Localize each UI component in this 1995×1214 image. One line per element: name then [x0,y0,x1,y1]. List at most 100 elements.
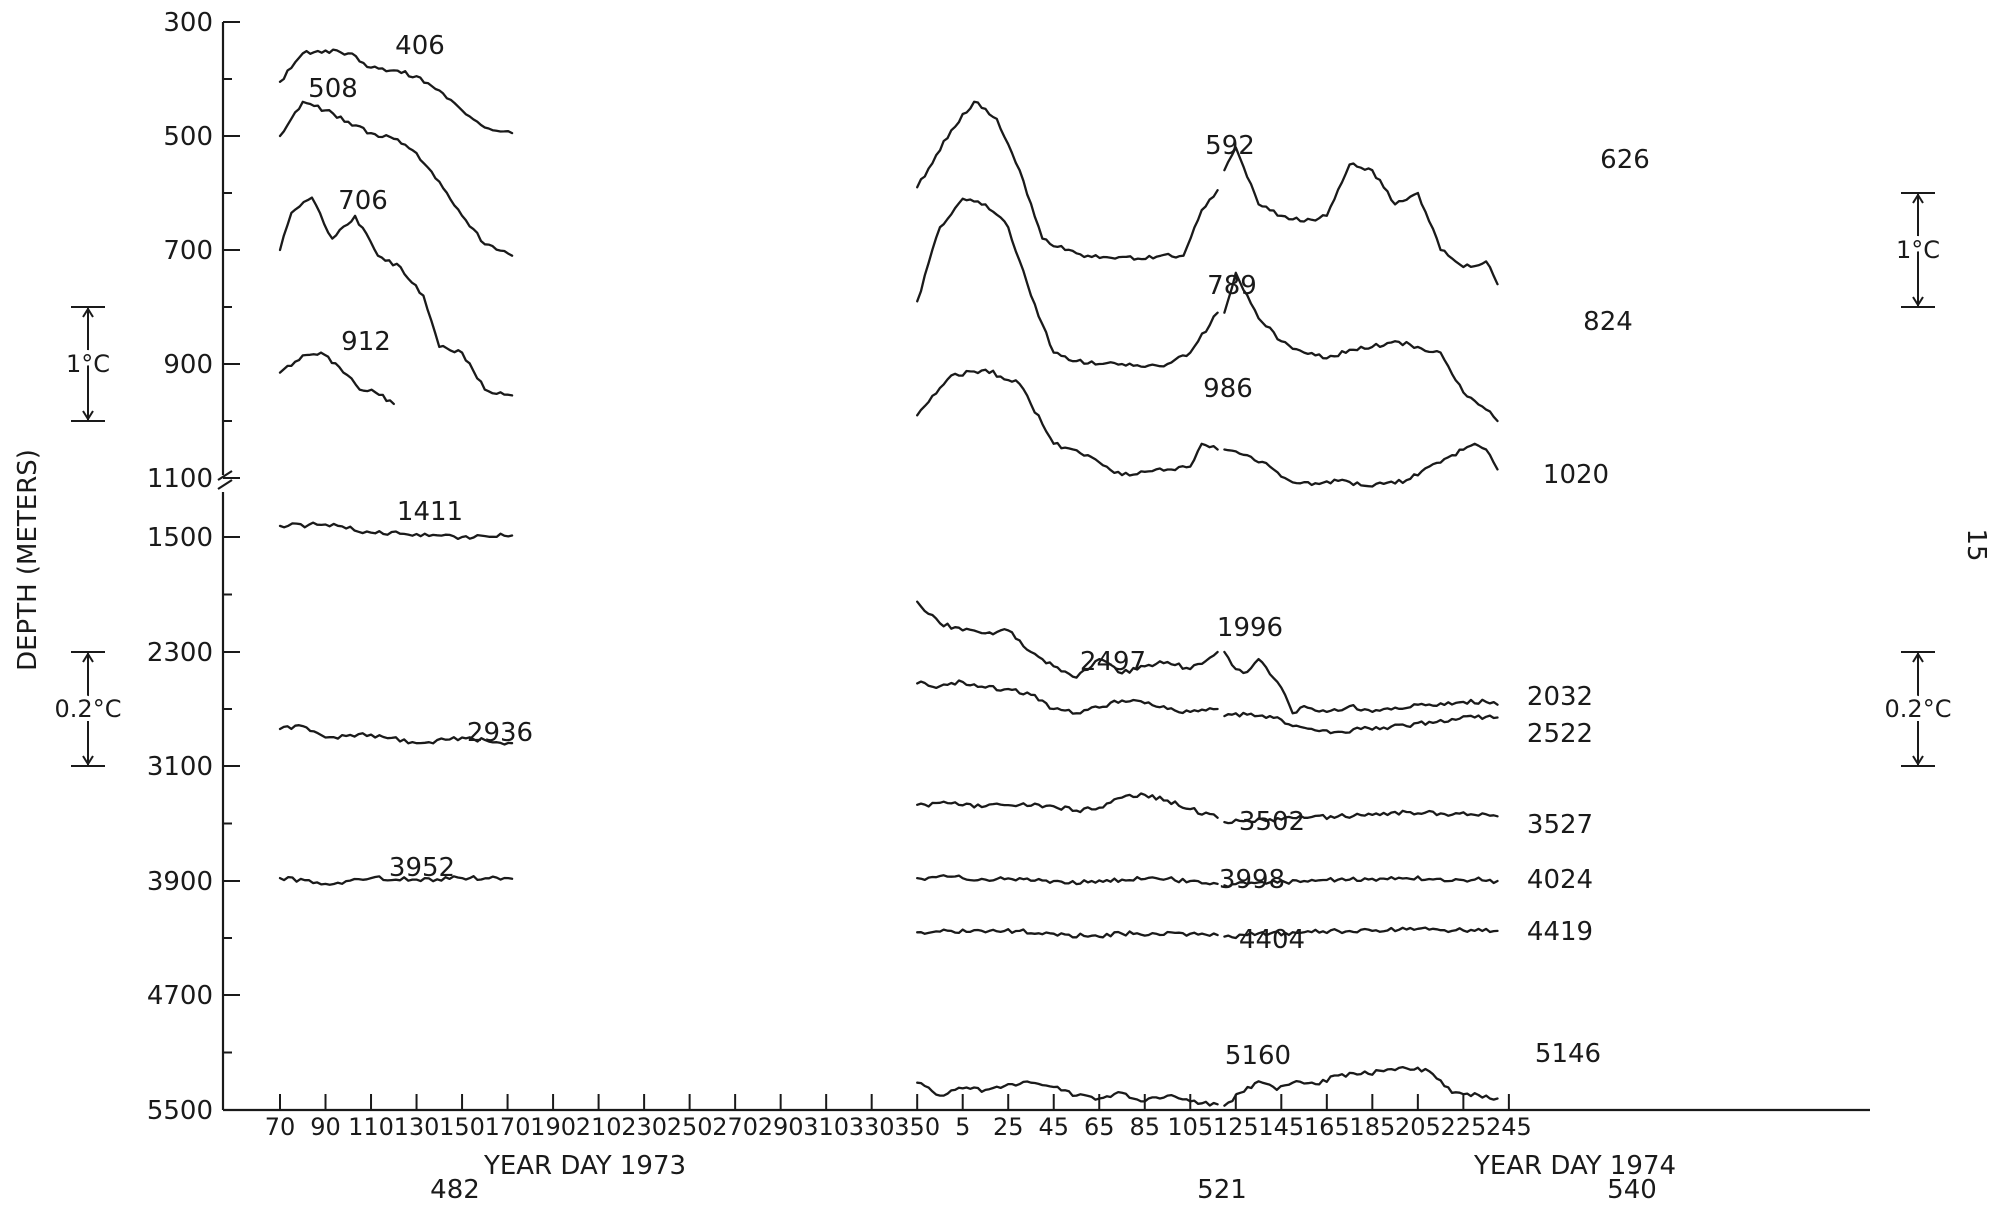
series-label-2497: 2497 [1080,647,1146,677]
x-tick-label: 105 [1167,1113,1213,1141]
series-label-508: 508 [308,74,358,104]
mooring-label-482: 482 [430,1175,480,1205]
scale-bar-label: 1°C [1896,236,1940,264]
series-traces: 406 508 706 912 1411 2936 3952 592 789 986 1996 249… [278,31,1650,1107]
series-label-4404: 4404 [1239,925,1305,955]
x-tick-label: 270 [712,1113,758,1141]
x-axis-ticks: 70 90 110 130 150 170 190 210 230 250 270 290 310 330… [265,1094,1532,1141]
y-axis-title: DEPTH (METERS) [13,449,43,671]
y-tick-label: 700 [163,236,213,266]
series-label-406: 406 [395,31,445,61]
axis-break-mark [217,470,233,490]
series-line-1996 [916,600,1219,679]
series-line-986 [916,368,1219,477]
y-tick-label: 5500 [147,1096,213,1126]
mooring-label-540: 540 [1607,1175,1657,1205]
series-label-912: 912 [341,327,391,357]
series-label-592: 592 [1205,131,1255,161]
y-tick-label: 4700 [147,981,213,1011]
series-line-789 [916,197,1219,369]
page-number: 15 [1961,528,1991,561]
scale-bar-label: 0.2°C [1885,695,1952,723]
series-line-3952 [278,875,514,886]
series-label-789: 789 [1207,271,1257,301]
scale-bar-label: 0.2°C [55,695,122,723]
x-tick-label: 65 [1084,1113,1115,1141]
x-tick-label: 250 [667,1113,713,1141]
series-line-4419 [1223,926,1499,940]
series-line-912 [278,351,395,406]
y-tick-label: 300 [163,8,213,38]
series-line-3527 [1223,809,1499,825]
series-line-5160 [916,1080,1219,1107]
scale-bar-4: 0.2°C [1881,651,1955,767]
x-tick-label: 45 [1038,1113,1069,1141]
x-tick-label: 5 [955,1113,970,1141]
y-tick-label: 900 [163,350,213,380]
y-tick-label: 3100 [147,752,213,782]
x-tick-label: 185 [1349,1113,1395,1141]
series-line-3998 [916,874,1219,886]
x-tick-label: 170 [485,1113,531,1141]
series-label-2032: 2032 [1527,682,1593,712]
series-label-4419: 4419 [1527,917,1593,947]
series-label-1411: 1411 [397,497,463,527]
x-tick-label: 145 [1258,1113,1304,1141]
series-label-1020: 1020 [1543,460,1609,490]
series-line-4404 [916,928,1219,939]
series-line-2936 [278,724,514,746]
scale-bar-3: 1°C [1892,192,1944,308]
series-label-5146: 5146 [1535,1039,1601,1069]
series-label-2936: 2936 [467,718,533,748]
series-line-3502 [916,792,1219,819]
series-line-824 [1223,271,1499,423]
x-tick-label: 190 [530,1113,576,1141]
x-axis-title-1974: YEAR DAY 1974 [1473,1151,1676,1181]
series-line-1411 [278,521,514,541]
series-line-706 [278,196,514,397]
x-tick-label: 165 [1304,1113,1350,1141]
x-tick-label: 125 [1213,1113,1259,1141]
y-tick-label: 2300 [147,638,213,668]
x-tick-label: 90 [310,1113,341,1141]
x-tick-label: 330 [849,1113,895,1141]
series-label-986: 986 [1203,374,1253,404]
y-tick-label: 1100 [147,464,213,494]
series-line-4024 [1223,875,1499,888]
series-line-626 [1223,146,1499,286]
series-line-1020 [1223,442,1499,488]
x-tick-label: 150 [439,1113,485,1141]
scale-bar-label: 1°C [66,350,110,378]
y-tick-label: 1500 [147,523,213,553]
y-tick-label: 3900 [147,867,213,897]
x-tick-label: 350 [894,1113,940,1141]
series-label-626: 626 [1600,145,1650,175]
x-tick-label: 210 [576,1113,622,1141]
x-tick-label: 225 [1440,1113,1486,1141]
x-tick-label: 110 [348,1113,394,1141]
series-line-406 [278,48,514,135]
series-line-2497 [916,679,1219,715]
x-axis-title-1973: YEAR DAY 1973 [483,1151,686,1181]
series-label-2522: 2522 [1527,719,1593,749]
x-tick-label: 245 [1486,1113,1532,1141]
scale-bars: 1°C 0.2°C 1°C 0.2°C [51,192,1955,767]
x-tick-label: 310 [803,1113,849,1141]
series-label-706: 706 [338,186,388,216]
scale-bar-1: 1°C [62,306,114,422]
series-line-2032 [1223,650,1499,715]
x-tick-label: 205 [1395,1113,1441,1141]
x-tick-label: 70 [265,1113,296,1141]
y-tick-label: 500 [163,122,213,152]
x-tick-label: 230 [621,1113,667,1141]
series-label-3998: 3998 [1219,865,1285,895]
scale-bar-2: 0.2°C [51,651,125,767]
series-label-3502: 3502 [1239,807,1305,837]
series-line-592 [916,100,1219,261]
y-axis-ticks: 300 500 700 900 1100 1500 2300 3100 3900 4700 5500 [147,8,240,1126]
series-label-3527: 3527 [1527,810,1593,840]
x-tick-label: 25 [993,1113,1024,1141]
series-label-5160: 5160 [1225,1041,1291,1071]
x-tick-label: 85 [1129,1113,1160,1141]
series-line-508 [278,100,514,257]
